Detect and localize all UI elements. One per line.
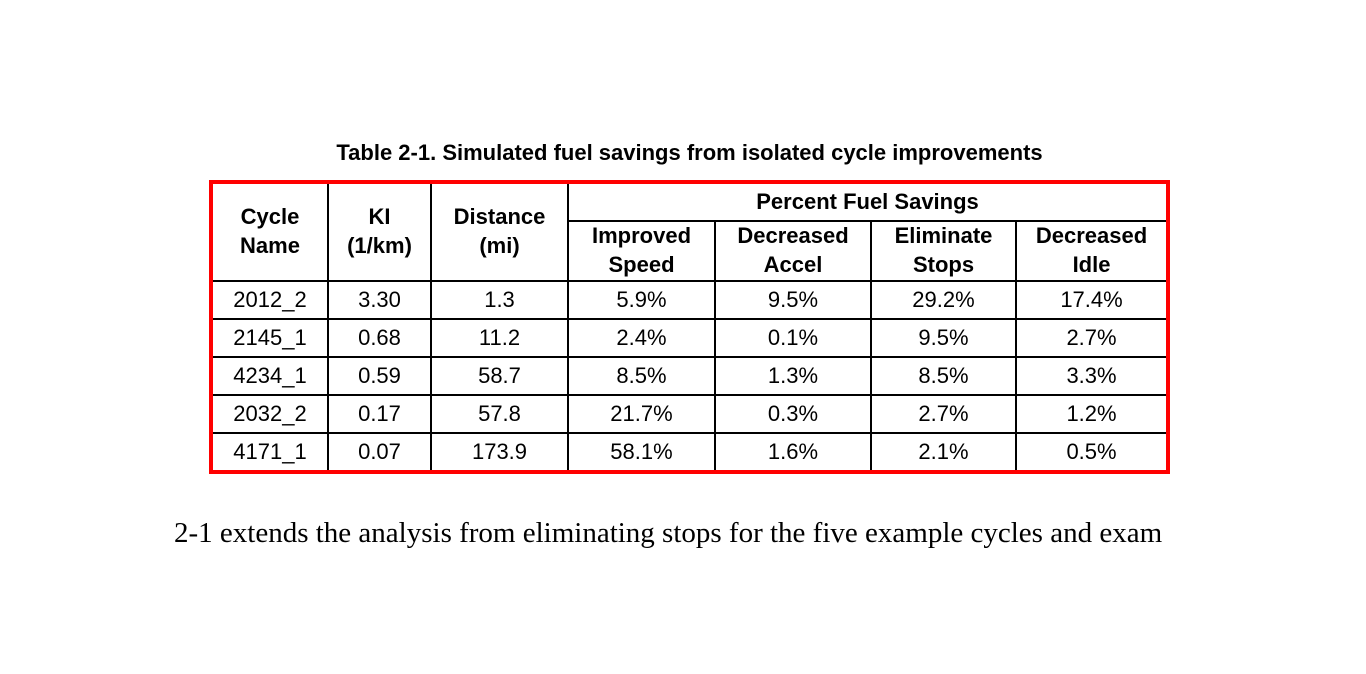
table-cell: 2.7%: [1014, 318, 1170, 358]
table-cell: 29.2%: [870, 280, 1017, 320]
table-cell: 2.1%: [870, 432, 1017, 473]
table-cell: 0.68: [327, 318, 432, 358]
table-cell: 4171_1: [210, 432, 329, 473]
table-cell: 9.5%: [714, 280, 872, 320]
table-cell: 11.2: [430, 318, 569, 358]
table-header: Cycle Name KI (1/km) Distance (mi) Perce…: [210, 181, 1170, 282]
col-header-ki: KI (1/km): [327, 181, 432, 282]
table-cell: 2.4%: [567, 318, 716, 358]
col-header-distance: Distance (mi): [430, 181, 569, 282]
table-cell: 0.3%: [714, 394, 872, 434]
table-cell: 0.07: [327, 432, 432, 473]
col-header-percent-fuel-savings: Percent Fuel Savings: [566, 181, 1170, 222]
table-cell: 5.9%: [567, 280, 716, 320]
table-cell: 57.8: [430, 394, 569, 434]
table-cell: 2012_2: [210, 280, 329, 320]
table-row: 4234_1 0.59 58.7 8.5% 1.3% 8.5% 3.3%: [210, 356, 1170, 396]
table-cell: 0.1%: [714, 318, 872, 358]
table-cell: 173.9: [430, 432, 569, 473]
table-cell: 1.6%: [714, 432, 872, 473]
table-caption: Table 2-1. Simulated fuel savings from i…: [336, 140, 1043, 165]
table-row: 2032_2 0.17 57.8 21.7% 0.3% 2.7% 1.2%: [210, 394, 1170, 434]
table-cell: 8.5%: [870, 356, 1017, 396]
table-cell: 0.5%: [1014, 432, 1170, 473]
col-header-cycle-name: Cycle Name: [210, 181, 329, 282]
table-cell: 9.5%: [870, 318, 1017, 358]
table-cell: 58.1%: [567, 432, 716, 473]
table-cell: 4234_1: [210, 356, 329, 396]
table-row: 4171_1 0.07 173.9 58.1% 1.6% 2.1% 0.5%: [210, 432, 1170, 473]
table-cell: 3.30: [327, 280, 432, 320]
table-cell: 0.59: [327, 356, 432, 396]
col-header-decreased-accel: Decreased Accel: [714, 220, 872, 282]
table-cell: 1.3%: [714, 356, 872, 396]
table-cell: 1.3: [430, 280, 569, 320]
body-paragraph: 2-1 extends the analysis from eliminatin…: [174, 517, 1163, 549]
col-header-improved-speed: Improved Speed: [567, 220, 716, 282]
header-row-group: Cycle Name KI (1/km) Distance (mi) Perce…: [210, 181, 1170, 282]
header-row-sub: Improved Speed Decreased Accel Eliminate…: [211, 220, 1170, 282]
table-cell: 21.7%: [567, 394, 716, 434]
table-cell: 3.3%: [1014, 356, 1170, 396]
table-cell: 2145_1: [210, 318, 329, 358]
table-cell: 17.4%: [1014, 280, 1170, 320]
table-body: 2012_2 3.30 1.3 5.9% 9.5% 29.2% 17.4% 21…: [210, 280, 1170, 473]
col-header-eliminate-stops: Eliminate Stops: [870, 220, 1017, 282]
table-row: 2012_2 3.30 1.3 5.9% 9.5% 29.2% 17.4%: [210, 280, 1170, 320]
table-cell: 58.7: [430, 356, 569, 396]
table-cell: 2.7%: [870, 394, 1017, 434]
col-header-decreased-idle: Decreased Idle: [1014, 220, 1170, 282]
fuel-savings-table: Cycle Name KI (1/km) Distance (mi) Perce…: [209, 180, 1171, 474]
table-row: 2145_1 0.68 11.2 2.4% 0.1% 9.5% 2.7%: [210, 318, 1170, 358]
table-cell: 1.2%: [1014, 394, 1170, 434]
table-cell: 2032_2: [210, 394, 329, 434]
table-cell: 8.5%: [567, 356, 716, 396]
table-cell: 0.17: [327, 394, 432, 434]
